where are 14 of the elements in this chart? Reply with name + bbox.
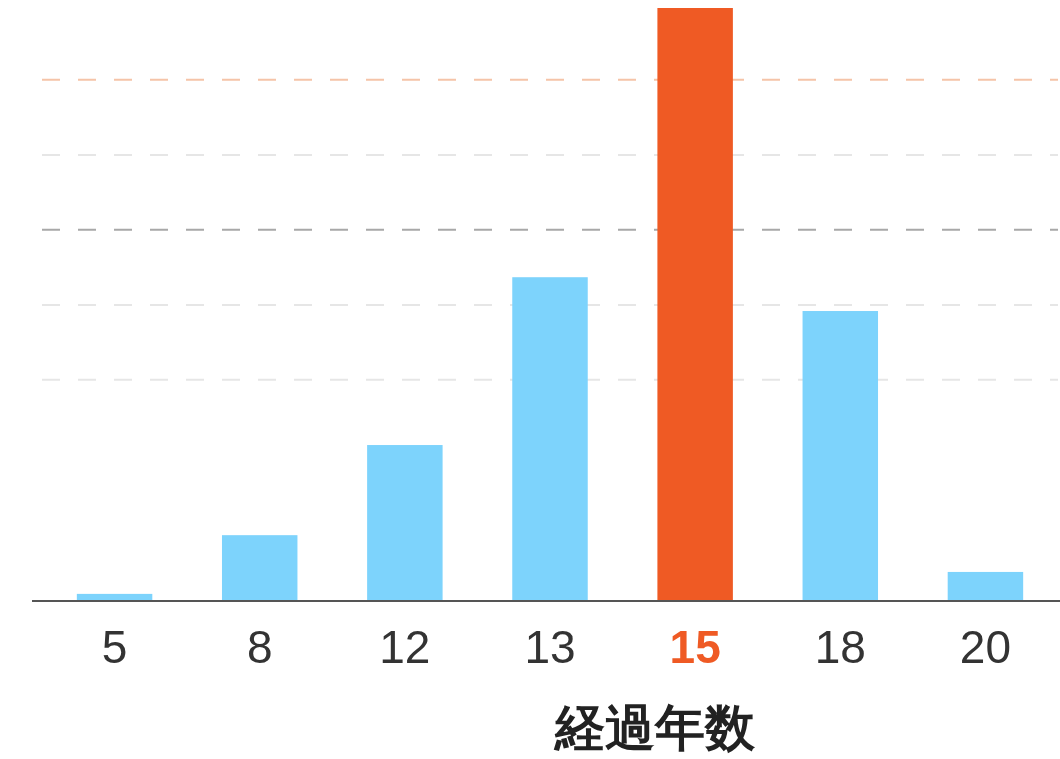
x-tick-label: 13 — [524, 621, 576, 673]
bar — [657, 8, 733, 601]
bar — [802, 311, 879, 601]
bar — [512, 277, 588, 601]
x-tick-label: 18 — [814, 621, 866, 673]
x-axis-title: 経過年数 — [553, 700, 756, 756]
x-tick-label: 12 — [379, 621, 431, 673]
bar — [367, 445, 443, 601]
x-tick-label: 20 — [959, 621, 1012, 673]
x-tick-label: 8 — [246, 621, 273, 673]
bar — [947, 571, 1024, 601]
bar — [221, 535, 298, 601]
x-tick-label: 15 — [669, 621, 721, 673]
x-tick-label: 5 — [101, 621, 128, 673]
